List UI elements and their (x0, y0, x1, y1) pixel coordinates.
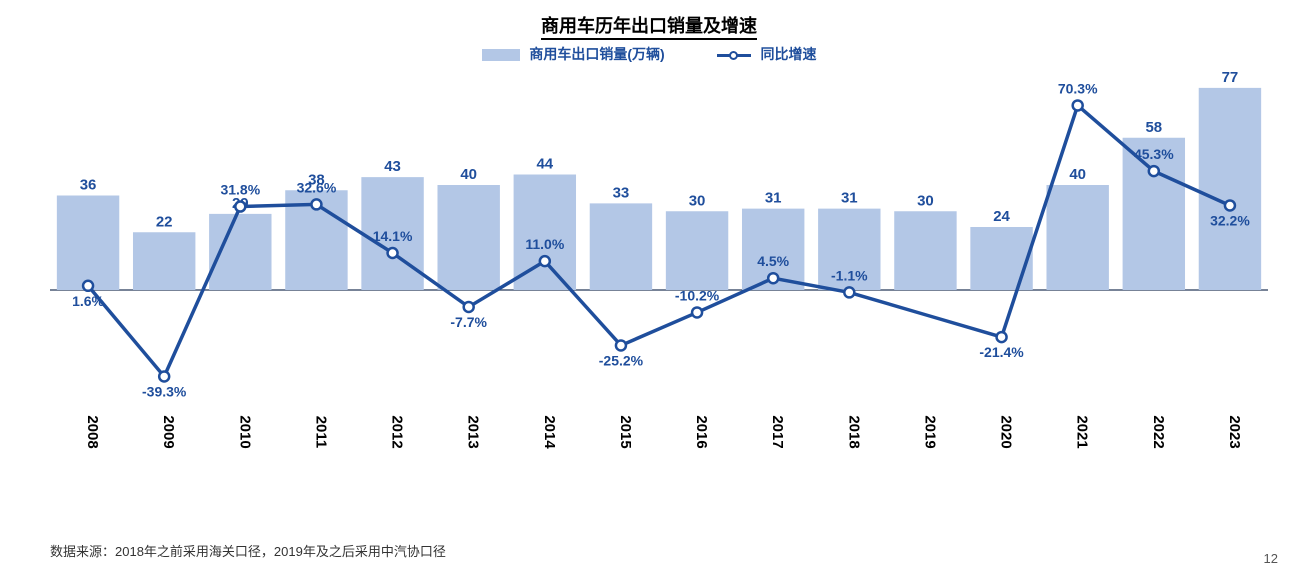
bar (894, 211, 956, 290)
bar (57, 196, 119, 291)
bar-value-label: 33 (613, 184, 630, 201)
x-axis-year-label: 2011 (312, 416, 329, 449)
growth-value-label: 32.2% (1210, 212, 1250, 228)
x-axis-year-label: 2016 (693, 415, 710, 448)
growth-value-label: -21.4% (979, 344, 1024, 360)
x-axis-year-label: 2018 (845, 415, 862, 448)
growth-value-label: 31.8% (220, 182, 260, 198)
bar-value-label: 58 (1145, 119, 1162, 136)
legend: 商用车出口销量(万辆) 同比增速 (0, 44, 1298, 64)
growth-marker (616, 340, 626, 350)
growth-marker (311, 199, 321, 209)
growth-marker (1225, 200, 1235, 210)
x-axis-year-label: 2019 (921, 415, 938, 448)
growth-marker (388, 248, 398, 258)
bar-value-label: 31 (765, 190, 782, 207)
bar (133, 232, 195, 290)
bar (666, 211, 728, 290)
bar-value-label: 22 (156, 213, 173, 230)
growth-value-label: 70.3% (1058, 80, 1098, 96)
growth-value-label: 4.5% (757, 253, 789, 269)
x-axis-year-label: 2022 (1150, 415, 1167, 448)
bar-value-label: 30 (689, 192, 706, 209)
chart-title-text: 商用车历年出口销量及增速 (541, 16, 757, 40)
growth-marker (235, 202, 245, 212)
x-axis-year-label: 2015 (617, 415, 634, 448)
x-axis-year-label: 2008 (84, 415, 101, 448)
bar-value-label: 24 (993, 208, 1010, 225)
legend-bar-label: 商用车出口销量(万辆) (529, 46, 664, 62)
growth-marker (159, 371, 169, 381)
growth-value-label: 45.3% (1134, 146, 1174, 162)
legend-line-swatch (717, 48, 751, 62)
chart-area: 362229384340443330313130244058771.6%-39.… (50, 80, 1268, 480)
bar (1199, 88, 1261, 290)
growth-value-label: 14.1% (373, 228, 413, 244)
bar (970, 227, 1032, 290)
growth-marker (83, 281, 93, 291)
bar-value-label: 40 (1069, 166, 1086, 183)
growth-marker (844, 287, 854, 297)
bar (1046, 185, 1108, 290)
growth-value-label: 32.6% (297, 179, 337, 195)
x-axis-year-label: 2023 (1226, 415, 1243, 448)
chart-svg: 362229384340443330313130244058771.6%-39.… (50, 80, 1268, 480)
bar-value-label: 36 (80, 177, 97, 194)
bar-value-label: 44 (536, 156, 553, 173)
bar (437, 185, 499, 290)
footer-source: 数据来源：2018年之前采用海关口径，2019年及之后采用中汽协口径 (50, 541, 446, 560)
x-axis-year-label: 2010 (236, 415, 253, 448)
growth-marker (1073, 100, 1083, 110)
x-axis-year-label: 2012 (389, 415, 406, 448)
growth-marker (540, 256, 550, 266)
x-axis-year-label: 2013 (465, 415, 482, 448)
growth-marker (768, 273, 778, 283)
growth-marker (692, 307, 702, 317)
x-axis-year-label: 2009 (160, 415, 177, 448)
bar-value-label: 30 (917, 192, 934, 209)
page-number: 12 (1264, 551, 1278, 566)
growth-value-label: -25.2% (599, 352, 644, 368)
bar-value-label: 77 (1222, 69, 1239, 86)
x-axis-year-label: 2021 (1074, 415, 1091, 448)
legend-line-label: 同比增速 (761, 46, 817, 62)
bar (590, 203, 652, 290)
x-axis-year-label: 2020 (998, 415, 1015, 448)
growth-value-label: -39.3% (142, 383, 187, 399)
bar-value-label: 40 (460, 166, 477, 183)
legend-bar-swatch (482, 49, 520, 61)
bar-value-label: 31 (841, 190, 858, 207)
growth-marker (464, 302, 474, 312)
x-axis-year-label: 2014 (541, 415, 558, 449)
growth-value-label: 11.0% (525, 236, 564, 252)
growth-value-label: -1.1% (831, 267, 868, 283)
x-axis-year-label: 2017 (769, 415, 786, 448)
growth-value-label: -10.2% (675, 287, 720, 303)
bar-value-label: 43 (384, 158, 401, 175)
growth-marker (1149, 166, 1159, 176)
growth-marker (997, 332, 1007, 342)
growth-value-label: 1.6% (72, 293, 104, 309)
chart-title: 商用车历年出口销量及增速 (0, 12, 1298, 38)
growth-value-label: -7.7% (450, 314, 487, 330)
